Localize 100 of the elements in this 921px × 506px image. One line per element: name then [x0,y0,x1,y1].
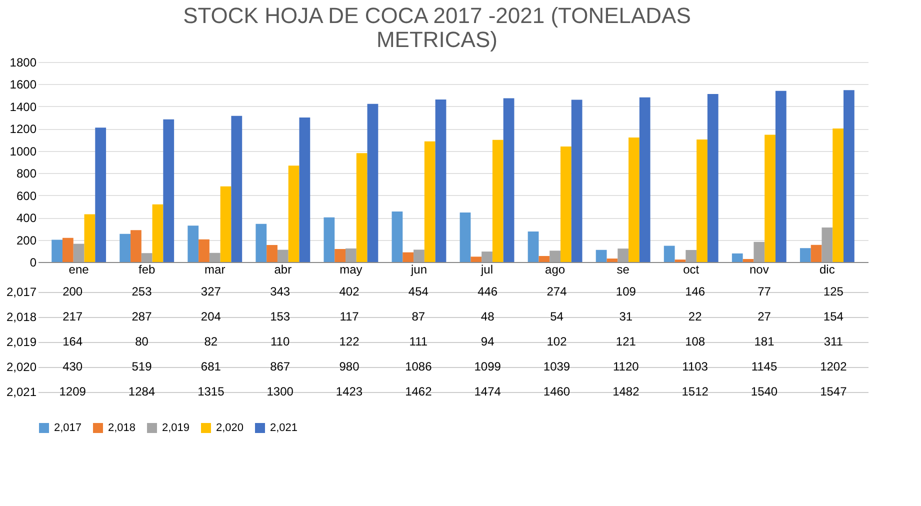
y-tick-label: 400 [16,211,37,226]
y-tick-label: 1600 [10,78,37,92]
data-label: 204 [200,310,222,324]
data-label: 111 [409,334,428,348]
bar [52,240,62,262]
bar [299,118,310,262]
bar [639,97,650,262]
bar [95,128,106,262]
bar [822,227,833,262]
bar [277,250,288,262]
data-label: 274 [546,284,568,298]
bar [832,128,844,262]
data-label: 146 [685,284,706,298]
data-label: 109 [616,284,636,298]
bar [571,100,582,262]
bar [231,116,242,262]
data-label: 1482 [612,384,640,398]
bar [528,232,539,262]
x-tick-label: se [616,262,630,276]
data-label: 1120 [613,360,640,374]
data-label: 153 [270,310,290,324]
y-tick-label: 1800 [10,56,37,70]
y-tick-label: 1000 [10,144,37,158]
data-label: 446 [478,284,498,298]
bar [732,253,743,262]
bar [356,153,368,262]
data-label: 1039 [543,360,570,374]
x-tick-label: may [340,262,362,276]
legend-label: 2,018 [108,422,136,434]
x-tick-label: mar [204,262,226,276]
data-label: 287 [132,310,152,324]
bar [62,238,74,262]
data-label: 1099 [474,360,502,374]
x-tick-label: jul [480,262,494,276]
bar [810,244,822,262]
data-label: 1209 [59,384,86,398]
data-label: 1474 [474,384,502,398]
bar [334,249,346,262]
data-label: 980 [339,360,360,374]
bar [163,119,174,262]
data-label: 1540 [750,384,778,398]
bar [120,234,131,262]
bar [742,259,754,262]
bar [414,250,424,262]
bar [596,250,607,262]
y-tick-label: 200 [16,233,37,248]
x-tick-label: dic [820,262,835,276]
data-label: 181 [754,334,775,348]
data-label: 77 [758,284,772,298]
data-label: 94 [480,334,495,348]
bar [492,140,504,262]
legend-label: 2,021 [270,422,298,434]
bar [266,245,278,262]
data-label: 80 [135,334,149,348]
bar [800,248,811,262]
data-label: 48 [480,310,495,324]
data-label: 1462 [405,384,432,398]
data-label: 1315 [198,384,225,398]
bar [84,214,96,262]
bar [73,244,84,262]
data-label: 454 [408,284,429,298]
bar [220,186,232,262]
data-label: 402 [339,284,360,298]
data-label: 681 [200,360,222,374]
y-tick-label: 0 [30,256,37,270]
bar [664,246,675,262]
bar [435,100,446,262]
data-label: 117 [340,310,360,324]
bar [470,256,482,262]
bar [367,104,378,262]
bar [402,252,414,262]
bar [618,248,629,262]
bar [628,138,640,262]
bar [538,256,550,262]
bar [707,94,718,262]
bar [152,204,164,262]
data-label: 125 [823,284,844,298]
data-label: 108 [685,334,706,348]
data-label: 217 [62,310,83,324]
chart-title: STOCK HOJA DE COCA 2017 -2021 (TONELADAS METRICAS) [183,3,691,52]
data-label: 54 [550,310,564,324]
text: 2,020 [6,360,36,374]
y-tick-label: 1400 [10,100,37,114]
x-tick-label: ago [545,262,566,276]
data-label: 154 [823,310,844,324]
bar [256,224,267,262]
data-label: 343 [270,284,290,298]
bar [686,250,697,262]
data-label: 110 [270,334,290,348]
data-label: 27 [758,310,772,324]
bar [288,166,300,262]
x-tick-label: ene [68,262,90,276]
text: 2,017 [6,285,36,299]
data-label: 1086 [405,360,432,374]
legend-label: 2,019 [162,422,190,434]
data-label: 1300 [266,384,294,398]
legend-label: 2,020 [216,422,244,434]
bar [503,98,514,262]
bar [560,146,572,262]
data-label: 31 [619,310,633,324]
